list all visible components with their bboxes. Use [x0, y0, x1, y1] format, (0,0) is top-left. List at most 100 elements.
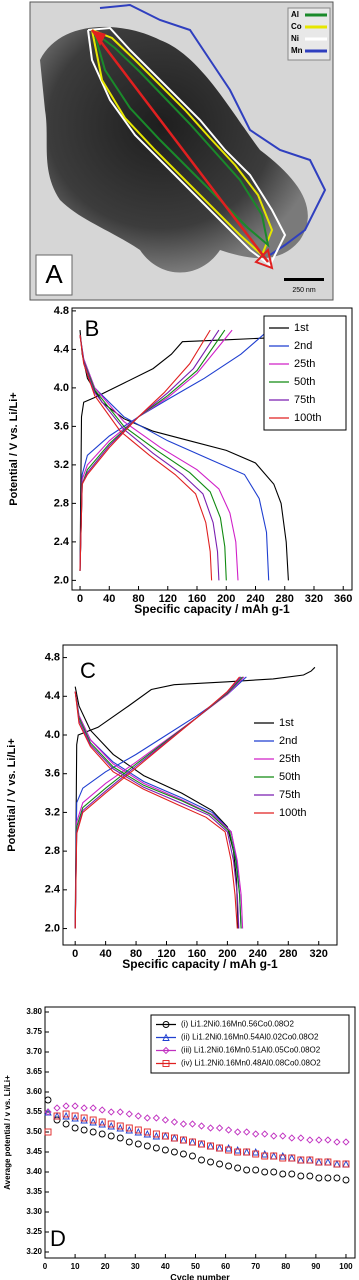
marker — [197, 1139, 206, 1148]
marker — [243, 1148, 251, 1156]
marker — [279, 1170, 287, 1178]
marker — [170, 1148, 178, 1156]
marker — [270, 1132, 278, 1140]
marker — [197, 1122, 206, 1130]
marker — [152, 1114, 160, 1122]
marker — [288, 1134, 296, 1142]
legend-box — [249, 711, 331, 825]
legend-label: (i) Li1.2Ni0.16Mn0.56Co0.08O2 — [181, 1020, 295, 1029]
y-tick-label: 2.8 — [54, 497, 69, 509]
x-tick-label: 160 — [188, 593, 206, 605]
marker — [98, 1130, 106, 1138]
legend-label: (iv) Li1.2Ni0.16Mn0.48Al0.08Co0.08O2 — [181, 1059, 321, 1068]
legend-label: 100th — [294, 412, 322, 424]
marker — [207, 1158, 214, 1166]
x-tick-label: 200 — [218, 948, 236, 960]
y-tick-label: 3.75 — [26, 1027, 42, 1036]
data-line — [74, 676, 242, 929]
marker — [297, 1155, 305, 1164]
marker — [261, 1168, 269, 1176]
marker — [306, 1136, 314, 1144]
marker — [44, 1128, 52, 1136]
marker — [80, 1126, 88, 1134]
marker — [224, 1126, 233, 1134]
x-tick-label: 60 — [221, 1262, 230, 1271]
marker — [53, 1104, 61, 1112]
x-tick-label: 70 — [251, 1262, 260, 1271]
mn-outline — [99, 3, 327, 256]
y-tick-label: 4.8 — [54, 305, 69, 317]
marker — [98, 1118, 106, 1126]
chart-panel: 0 40 80 120 160 200 240 280 320 360 2.0 2.4 2.8 3.2 3.… — [8, 305, 353, 616]
x-tick-label: 0 — [77, 593, 83, 605]
marker — [107, 1121, 115, 1130]
marker — [98, 1106, 106, 1114]
y-tick-label: 3.2 — [45, 806, 60, 818]
x-tick-label: 0 — [43, 1262, 48, 1271]
x-axis-title: Specific capacity / mAh g-1 — [122, 957, 278, 971]
marker — [342, 1176, 350, 1184]
marker — [188, 1137, 197, 1146]
x-axis-title: Specific capacity / mAh g-1 — [134, 602, 290, 616]
marker — [261, 1152, 269, 1160]
marker — [143, 1142, 151, 1150]
x-tick-label: 50 — [191, 1262, 200, 1271]
ni-outline — [87, 26, 287, 267]
marker — [324, 1174, 332, 1182]
marker — [279, 1154, 287, 1162]
marker — [333, 1160, 341, 1168]
marker — [71, 1124, 79, 1132]
marker — [252, 1130, 260, 1138]
marker — [315, 1136, 323, 1144]
legend-marker — [162, 1046, 170, 1055]
image-legend-label: Co — [291, 22, 302, 31]
y-tick-label: 4.0 — [45, 729, 60, 741]
legend-label: 2nd — [279, 735, 297, 747]
marker — [71, 1102, 79, 1110]
marker — [189, 1138, 196, 1146]
data-line — [74, 676, 244, 929]
marker — [243, 1128, 251, 1136]
marker — [188, 1120, 197, 1128]
image-legend-label: Al — [291, 10, 299, 19]
legend-label: 25th — [294, 358, 315, 370]
marker — [179, 1136, 187, 1144]
marker — [125, 1138, 133, 1146]
marker — [116, 1108, 124, 1116]
x-tick-label: 320 — [310, 948, 328, 960]
y-tick-label: 4.4 — [54, 343, 70, 355]
y-axis-title: Average potential / v vs. Li/Li+ — [3, 1075, 12, 1190]
marker — [134, 1126, 142, 1134]
y-tick-label: 4.4 — [45, 690, 61, 702]
y-tick-label: 2.8 — [45, 845, 60, 857]
data-line — [79, 329, 213, 581]
y-tick-label: 2.4 — [45, 884, 61, 896]
legend-label: (iii) Li1.2Ni0.16Mn0.51Al0.05Co0.08O2 — [181, 1046, 321, 1055]
marker — [216, 1160, 224, 1168]
marker — [342, 1160, 350, 1168]
legend-label: 50th — [294, 376, 315, 388]
marker — [198, 1140, 205, 1148]
x-tick-label: 40 — [161, 1262, 170, 1271]
marker — [143, 1129, 152, 1138]
marker — [71, 1113, 79, 1122]
arrow-tail — [92, 30, 106, 46]
y-tick-label: 3.70 — [26, 1047, 42, 1056]
y-axis-title: Potential / V vs. Li/Li+ — [6, 738, 18, 851]
y-tick-label: 3.30 — [26, 1207, 42, 1216]
marker — [80, 1114, 88, 1122]
legend-label: (ii) Li1.2Ni0.16Mn0.54Al0.02Co0.08O2 — [181, 1033, 319, 1042]
panel-label: A — [45, 259, 63, 289]
marker — [288, 1170, 296, 1178]
marker — [333, 1159, 341, 1168]
x-tick-label: 20 — [101, 1262, 110, 1271]
marker — [315, 1158, 323, 1166]
marker — [125, 1125, 134, 1134]
plot-frame — [71, 307, 353, 591]
y-tick-label: 3.6 — [45, 768, 60, 780]
y-tick-label: 3.35 — [26, 1187, 42, 1196]
marker — [252, 1150, 260, 1158]
marker — [98, 1119, 106, 1128]
legend: 1st 2nd 25th 50th 75th 100th — [263, 315, 347, 431]
y-tick-label: 3.60 — [26, 1087, 42, 1096]
